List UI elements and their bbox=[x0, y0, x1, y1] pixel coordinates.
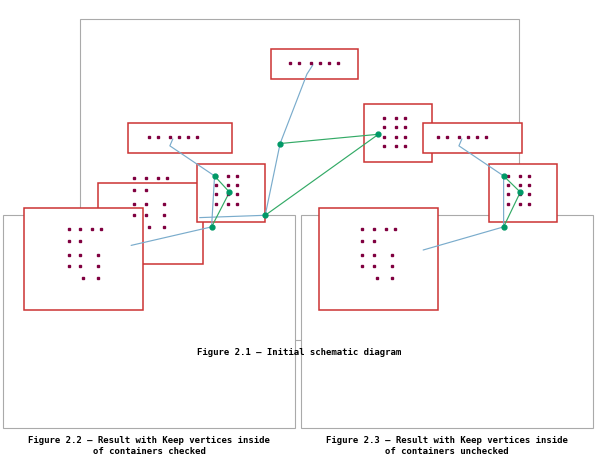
Bar bbox=[3, 215, 295, 428]
Bar bbox=[24, 208, 143, 310]
Text: Figure 2.3 – Result with Keep vertices inside
of containers unchecked: Figure 2.3 – Result with Keep vertices i… bbox=[326, 436, 568, 456]
Bar bbox=[271, 49, 358, 79]
Bar bbox=[197, 164, 265, 222]
Bar bbox=[319, 208, 438, 310]
Bar bbox=[98, 183, 203, 264]
Text: Figure 2.1 – Initial schematic diagram: Figure 2.1 – Initial schematic diagram bbox=[197, 348, 401, 357]
Bar bbox=[128, 123, 232, 153]
Bar bbox=[301, 215, 593, 428]
Text: Figure 2.2 – Result with Keep vertices inside
of containers checked: Figure 2.2 – Result with Keep vertices i… bbox=[28, 436, 270, 456]
Bar bbox=[489, 164, 557, 222]
Bar bbox=[423, 123, 522, 153]
Bar bbox=[364, 104, 432, 162]
Bar bbox=[80, 19, 519, 340]
